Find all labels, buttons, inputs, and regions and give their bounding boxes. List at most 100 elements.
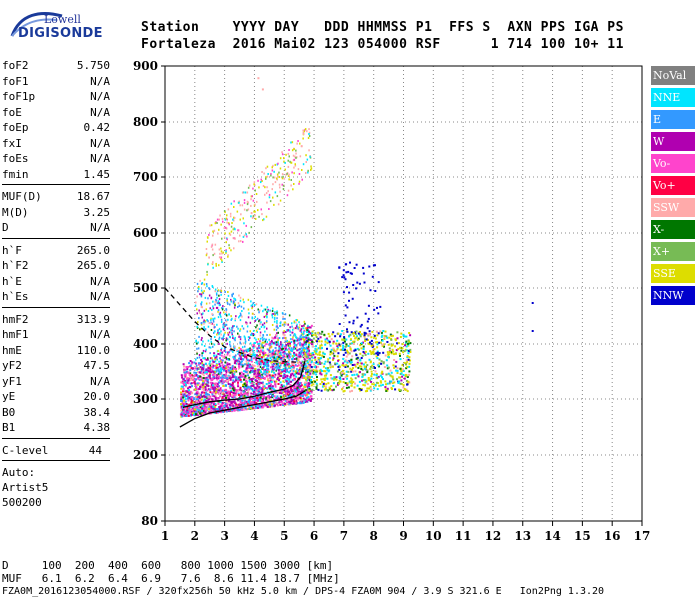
echo-point bbox=[346, 382, 349, 385]
echo-point bbox=[198, 395, 200, 398]
echo-point bbox=[307, 396, 310, 399]
echo-point bbox=[259, 337, 262, 340]
echo-point bbox=[242, 383, 244, 386]
echo-point bbox=[243, 222, 245, 225]
echo-point bbox=[271, 361, 274, 363]
echo-point bbox=[295, 385, 298, 388]
echo-point bbox=[302, 332, 305, 335]
echo-point bbox=[246, 325, 249, 328]
echo-point bbox=[282, 402, 285, 405]
echo-point bbox=[284, 330, 287, 333]
echo-point bbox=[257, 389, 260, 392]
echo-point bbox=[256, 396, 259, 399]
echo-point bbox=[300, 342, 303, 345]
echo-point bbox=[248, 376, 251, 379]
echo-point bbox=[259, 366, 262, 368]
echo-point bbox=[264, 362, 267, 365]
echo-point bbox=[323, 362, 326, 365]
echo-point bbox=[333, 354, 336, 357]
param-value: 44 bbox=[88, 443, 102, 457]
echo-point bbox=[209, 399, 212, 402]
echo-point bbox=[234, 347, 236, 350]
echo-point bbox=[268, 386, 270, 389]
echo-point bbox=[262, 405, 265, 408]
echo-point bbox=[352, 367, 354, 370]
echo-point bbox=[257, 381, 260, 384]
echo-point bbox=[327, 332, 330, 335]
echo-point bbox=[209, 404, 212, 407]
echo-point bbox=[187, 411, 190, 414]
logo-text-lowell: Lowell bbox=[44, 13, 81, 26]
echo-point bbox=[260, 208, 262, 211]
echo-point bbox=[379, 330, 382, 333]
echo-point bbox=[311, 332, 314, 334]
echo-point bbox=[186, 397, 189, 400]
echo-point bbox=[376, 357, 379, 360]
echo-point bbox=[191, 374, 194, 377]
echo-point bbox=[367, 334, 370, 337]
echo-point bbox=[382, 343, 385, 346]
echo-point bbox=[283, 368, 286, 371]
echo-point bbox=[232, 367, 235, 370]
echo-point bbox=[348, 299, 350, 302]
echo-point bbox=[239, 372, 241, 375]
echo-point bbox=[289, 400, 292, 403]
echo-point bbox=[339, 372, 342, 375]
echo-point bbox=[401, 347, 404, 350]
echo-point bbox=[285, 173, 287, 176]
echo-point bbox=[249, 381, 252, 384]
echo-point bbox=[209, 357, 212, 360]
echo-point bbox=[312, 369, 315, 372]
echo-point bbox=[297, 382, 299, 385]
echo-point bbox=[223, 333, 225, 336]
echo-point bbox=[234, 336, 236, 339]
echo-point bbox=[225, 351, 227, 354]
echo-point bbox=[202, 374, 205, 377]
echo-point bbox=[282, 312, 284, 315]
echo-point bbox=[206, 407, 209, 410]
echo-point bbox=[185, 376, 188, 379]
echo-point bbox=[302, 133, 305, 135]
echo-point bbox=[229, 349, 232, 352]
separator bbox=[2, 306, 110, 308]
echo-point bbox=[351, 355, 354, 358]
echo-point bbox=[284, 321, 286, 324]
echo-point bbox=[237, 389, 240, 392]
echo-point bbox=[180, 393, 183, 396]
echo-point bbox=[209, 377, 212, 380]
echo-point bbox=[256, 372, 259, 375]
echo-point bbox=[280, 364, 282, 367]
echo-point bbox=[306, 130, 308, 133]
echo-point bbox=[220, 411, 223, 414]
echo-point bbox=[250, 198, 252, 201]
echo-point bbox=[289, 344, 291, 347]
echo-point bbox=[265, 176, 267, 179]
echo-point bbox=[357, 337, 360, 340]
trace-o-trace-profile-upper bbox=[182, 360, 306, 409]
echo-point bbox=[256, 386, 259, 389]
echo-point bbox=[298, 348, 301, 351]
echo-point bbox=[214, 373, 217, 376]
echo-point bbox=[258, 363, 261, 366]
echo-point bbox=[267, 190, 269, 193]
echo-point bbox=[406, 376, 409, 378]
echo-point bbox=[241, 349, 244, 352]
echo-point bbox=[211, 359, 214, 362]
echo-point bbox=[211, 285, 214, 287]
echo-point bbox=[250, 348, 253, 351]
echo-point bbox=[218, 381, 221, 384]
echo-point bbox=[332, 348, 335, 351]
echo-point bbox=[243, 208, 246, 211]
echo-point bbox=[190, 413, 193, 416]
echo-point bbox=[221, 368, 223, 371]
echo-point bbox=[257, 338, 260, 341]
echo-point bbox=[293, 320, 296, 323]
echo-point bbox=[365, 338, 368, 341]
echo-point bbox=[197, 412, 200, 415]
echo-point bbox=[269, 376, 272, 379]
echo-point bbox=[254, 210, 256, 213]
echo-point bbox=[307, 345, 310, 348]
echo-point bbox=[269, 333, 271, 336]
echo-point bbox=[236, 359, 239, 362]
echo-point bbox=[207, 320, 209, 323]
